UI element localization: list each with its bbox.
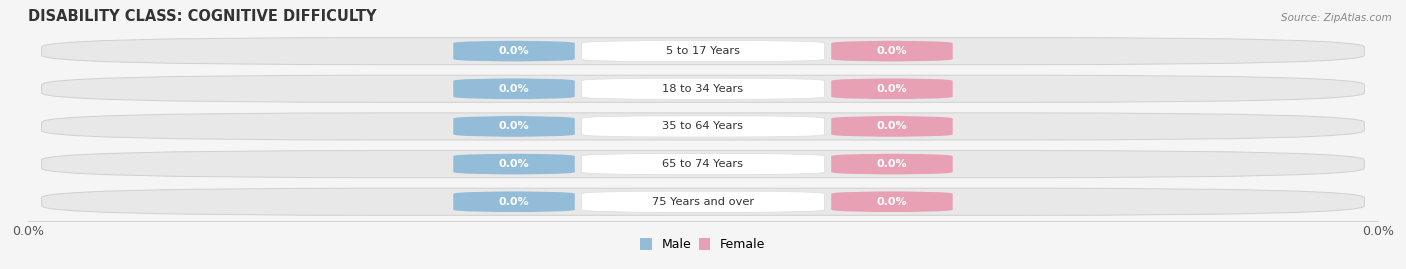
FancyBboxPatch shape	[42, 151, 1364, 178]
Text: 65 to 74 Years: 65 to 74 Years	[662, 159, 744, 169]
FancyBboxPatch shape	[453, 154, 575, 175]
FancyBboxPatch shape	[453, 78, 575, 99]
Text: 5 to 17 Years: 5 to 17 Years	[666, 46, 740, 56]
FancyBboxPatch shape	[42, 188, 1364, 215]
FancyBboxPatch shape	[831, 191, 953, 212]
FancyBboxPatch shape	[831, 41, 953, 62]
FancyBboxPatch shape	[582, 154, 824, 175]
FancyBboxPatch shape	[42, 75, 1364, 102]
FancyBboxPatch shape	[453, 191, 575, 212]
Text: 0.0%: 0.0%	[499, 84, 529, 94]
FancyBboxPatch shape	[582, 78, 824, 99]
Text: 0.0%: 0.0%	[499, 159, 529, 169]
FancyBboxPatch shape	[831, 78, 953, 99]
FancyBboxPatch shape	[582, 41, 824, 62]
Text: 0.0%: 0.0%	[499, 197, 529, 207]
Text: DISABILITY CLASS: COGNITIVE DIFFICULTY: DISABILITY CLASS: COGNITIVE DIFFICULTY	[28, 9, 377, 24]
Text: 0.0%: 0.0%	[877, 159, 907, 169]
Text: 35 to 64 Years: 35 to 64 Years	[662, 121, 744, 132]
Text: 0.0%: 0.0%	[877, 197, 907, 207]
FancyBboxPatch shape	[453, 116, 575, 137]
FancyBboxPatch shape	[831, 154, 953, 175]
Text: 0.0%: 0.0%	[877, 46, 907, 56]
Text: 75 Years and over: 75 Years and over	[652, 197, 754, 207]
FancyBboxPatch shape	[831, 116, 953, 137]
Text: Source: ZipAtlas.com: Source: ZipAtlas.com	[1281, 13, 1392, 23]
FancyBboxPatch shape	[453, 41, 575, 62]
Legend: Male, Female: Male, Female	[636, 232, 770, 256]
FancyBboxPatch shape	[582, 116, 824, 137]
FancyBboxPatch shape	[42, 113, 1364, 140]
Text: 0.0%: 0.0%	[499, 46, 529, 56]
FancyBboxPatch shape	[42, 38, 1364, 65]
Text: 0.0%: 0.0%	[499, 121, 529, 132]
Text: 0.0%: 0.0%	[877, 121, 907, 132]
Text: 18 to 34 Years: 18 to 34 Years	[662, 84, 744, 94]
FancyBboxPatch shape	[582, 191, 824, 212]
Text: 0.0%: 0.0%	[877, 84, 907, 94]
